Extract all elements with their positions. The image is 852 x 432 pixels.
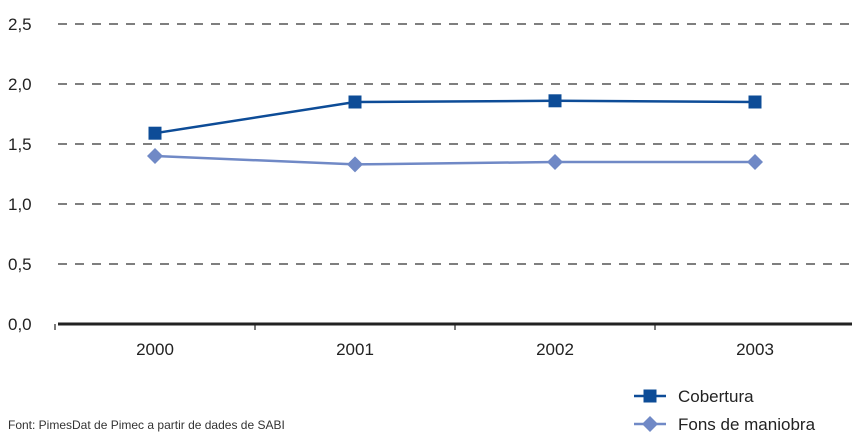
legend-item: Fons de maniobra	[634, 415, 816, 432]
y-axis: 0,0 0,5 1,0 1,5 2,0 2,5	[8, 15, 32, 334]
x-tick-label: 2000	[136, 340, 174, 359]
data-point	[148, 126, 162, 140]
data-point	[548, 94, 562, 108]
x-tick-label: 2002	[536, 340, 574, 359]
x-tick-label: 2001	[336, 340, 374, 359]
x-axis: 2000 2001 2002 2003	[54, 322, 852, 359]
series-fons-de-maniobra	[147, 148, 763, 173]
source-note: Font: PimesDat de Pimec a partir de dade…	[8, 418, 285, 432]
data-point	[347, 156, 363, 173]
y-tick-label: 1,0	[8, 195, 32, 214]
legend-item: Cobertura	[634, 387, 754, 406]
legend-label: Cobertura	[678, 387, 754, 406]
x-tick-label: 2003	[736, 340, 774, 359]
legend-swatch-marker	[643, 389, 657, 403]
legend-swatch-marker	[642, 416, 658, 432]
y-tick-label: 1,5	[8, 135, 32, 154]
legend: Cobertura Fons de maniobra	[634, 387, 816, 432]
series-line	[154, 154, 755, 166]
y-tick-label: 2,5	[8, 15, 32, 34]
data-point	[747, 154, 763, 170]
series-cobertura	[148, 94, 762, 140]
y-tick-label: 2,0	[8, 75, 32, 94]
series-layer	[147, 94, 763, 173]
data-point	[147, 148, 163, 164]
data-point	[348, 95, 362, 109]
series-line	[154, 99, 756, 135]
legend-label: Fons de maniobra	[678, 415, 816, 432]
data-point	[748, 95, 762, 109]
y-tick-label: 0,5	[8, 255, 32, 274]
y-tick-label: 0,0	[8, 315, 32, 334]
grid-lines	[58, 23, 852, 265]
data-point	[547, 154, 563, 170]
